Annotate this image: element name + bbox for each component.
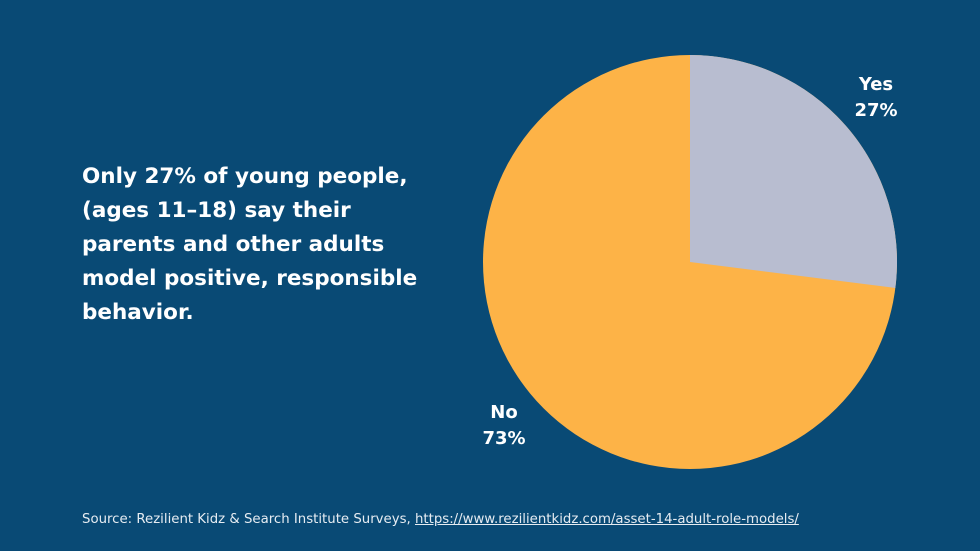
source-link[interactable]: https://www.rezilientkidz.com/asset-14-a… [414, 512, 799, 527]
source-citation: Source: Rezilient Kidz & Search Institut… [82, 512, 799, 527]
label-yes-pct: 27% [854, 100, 898, 121]
label-no-name: No [490, 402, 518, 423]
label-yes: Yes 27% [846, 72, 906, 124]
source-prefix: Source: Rezilient Kidz & Search Institut… [82, 512, 415, 527]
pie-slice-yes [690, 55, 898, 288]
label-no: No 73% [474, 400, 534, 452]
headline-statement: Only 27% of young people, (ages 11–18) s… [82, 164, 418, 325]
label-yes-name: Yes [858, 74, 894, 95]
label-no-pct: 73% [482, 428, 526, 449]
